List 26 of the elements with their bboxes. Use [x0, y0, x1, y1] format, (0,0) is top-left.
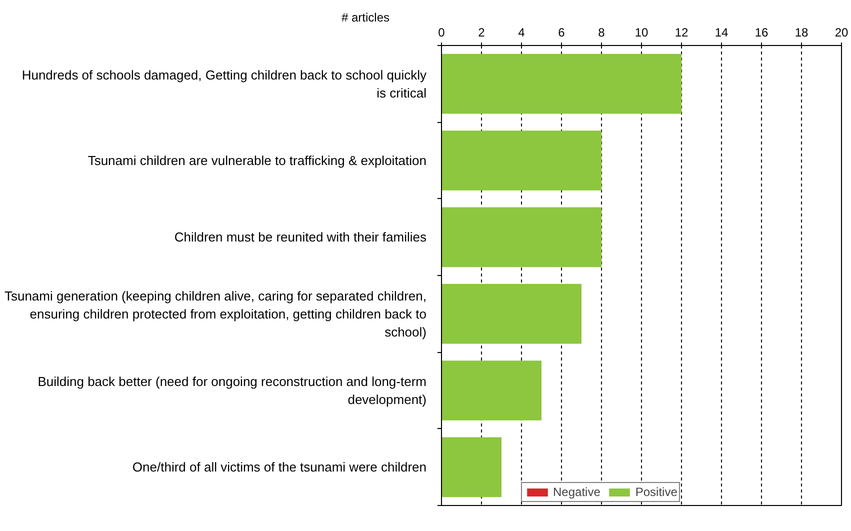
y-tick-label: Children must be reunited with their families: [174, 230, 427, 245]
x-tick-label: 14: [714, 26, 728, 40]
y-tick-label: Tsunami children are vulnerable to trafficking & exploitation: [88, 153, 427, 168]
x-tick-label: 0: [438, 26, 446, 40]
x-tick-label: 18: [794, 26, 808, 40]
x-tick-label: 4: [518, 26, 526, 40]
bar: [442, 54, 682, 114]
bar: [442, 130, 602, 190]
y-tick-label: Building back better (need for ongoing reconstruction and long-term development): [38, 374, 427, 407]
y-tick-label: Hundreds of schools damaged, Getting children back to school quickly is critical: [22, 67, 427, 100]
x-tick-label: 2: [478, 26, 486, 40]
y-tick-label: One/third of all victims of the tsunami were children: [132, 460, 427, 475]
x-axis-title: # articles: [342, 10, 390, 24]
legend-label: Positive: [635, 485, 678, 499]
bar: [442, 360, 542, 420]
x-tick-label: 12: [674, 26, 688, 40]
x-tick-label: 10: [634, 26, 648, 40]
x-tick-label: 6: [558, 26, 566, 40]
y-tick-label: Tsunami generation (keeping children alive, caring for separated children, ensuring children protected from exploitation, getting children back to school): [4, 288, 427, 340]
x-tick-label: 8: [598, 26, 606, 40]
x-tick-label: 16: [754, 26, 768, 40]
bar: [442, 437, 502, 498]
legend-label: Negative: [553, 485, 600, 499]
x-tick-label: 20: [834, 26, 848, 40]
bar: [442, 207, 602, 268]
bar: [442, 284, 582, 344]
